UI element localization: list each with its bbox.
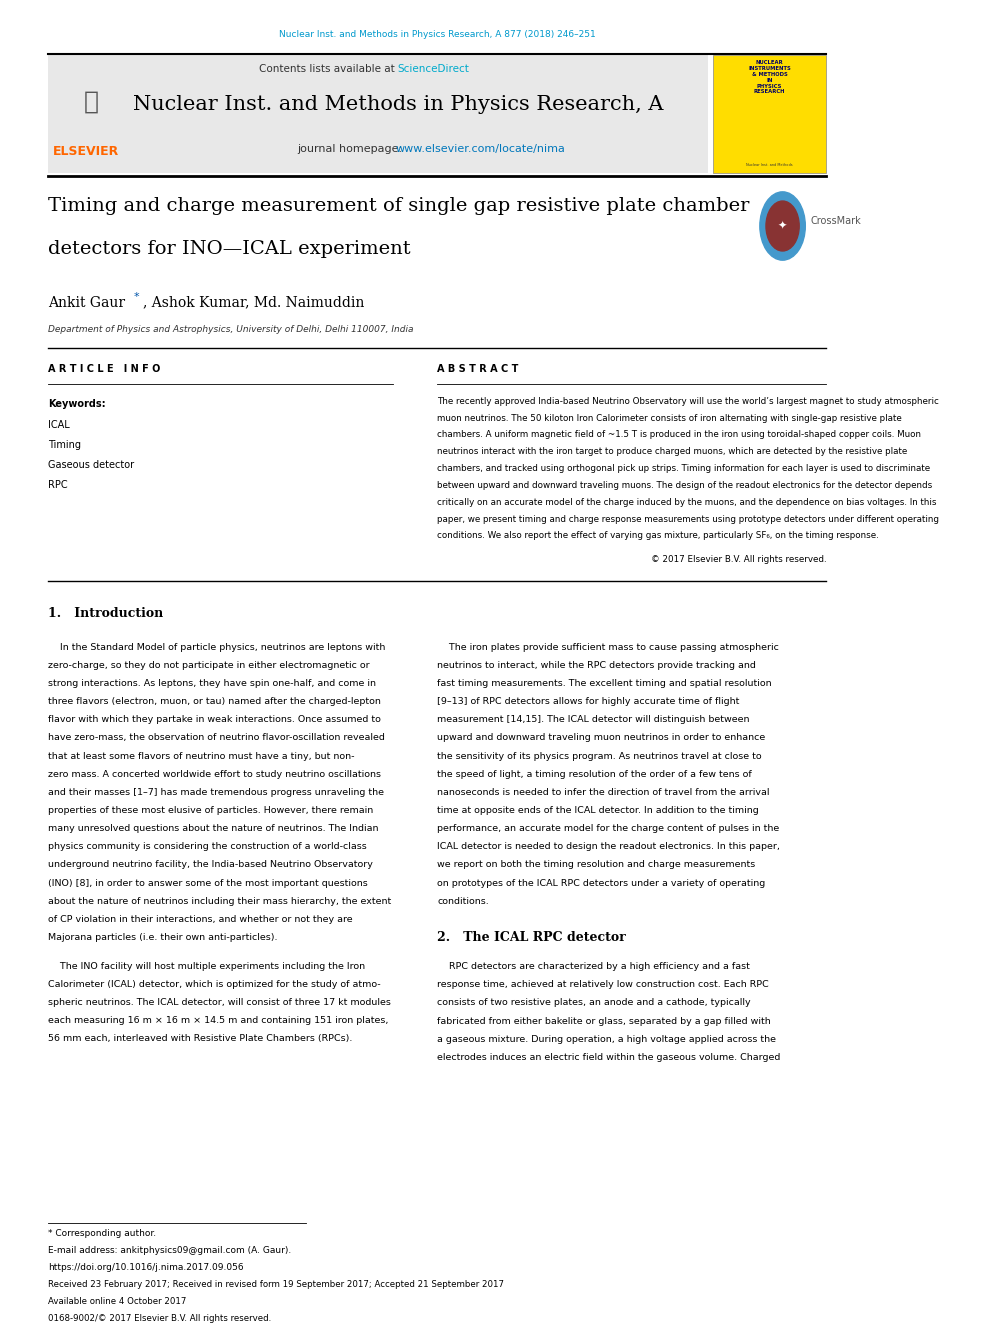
Text: fast timing measurements. The excellent timing and spatial resolution: fast timing measurements. The excellent …	[437, 679, 772, 688]
Text: RPC: RPC	[48, 480, 67, 490]
Text: measurement [14,15]. The ICAL detector will distinguish between: measurement [14,15]. The ICAL detector w…	[437, 716, 750, 724]
Text: Nuclear Inst. and Methods in Physics Research, A: Nuclear Inst. and Methods in Physics Res…	[133, 95, 663, 114]
Text: Contents lists available at: Contents lists available at	[259, 65, 398, 74]
Text: zero-charge, so they do not participate in either electromagnetic or: zero-charge, so they do not participate …	[48, 662, 370, 669]
Text: the speed of light, a timing resolution of the order of a few tens of: the speed of light, a timing resolution …	[437, 770, 752, 779]
Text: properties of these most elusive of particles. However, there remain: properties of these most elusive of part…	[48, 806, 373, 815]
Text: *: *	[134, 291, 140, 302]
Text: journal homepage:: journal homepage:	[298, 144, 406, 153]
Text: time at opposite ends of the ICAL detector. In addition to the timing: time at opposite ends of the ICAL detect…	[437, 806, 759, 815]
Text: upward and downward traveling muon neutrinos in order to enhance: upward and downward traveling muon neutr…	[437, 733, 766, 742]
Text: www.elsevier.com/locate/nima: www.elsevier.com/locate/nima	[395, 144, 565, 153]
Text: ELSEVIER: ELSEVIER	[53, 144, 119, 157]
Text: Calorimeter (ICAL) detector, which is optimized for the study of atmo-: Calorimeter (ICAL) detector, which is op…	[48, 980, 381, 988]
FancyBboxPatch shape	[48, 56, 708, 173]
Text: about the nature of neutrinos including their mass hierarchy, the extent: about the nature of neutrinos including …	[48, 897, 391, 906]
Text: RPC detectors are characterized by a high efficiency and a fast: RPC detectors are characterized by a hig…	[437, 962, 750, 971]
Text: performance, an accurate model for the charge content of pulses in the: performance, an accurate model for the c…	[437, 824, 780, 833]
Text: In the Standard Model of particle physics, neutrinos are leptons with: In the Standard Model of particle physic…	[48, 643, 386, 652]
Text: The iron plates provide sufficient mass to cause passing atmospheric: The iron plates provide sufficient mass …	[437, 643, 779, 652]
Text: many unresolved questions about the nature of neutrinos. The Indian: many unresolved questions about the natu…	[48, 824, 379, 833]
Text: 56 mm each, interleaved with Resistive Plate Chambers (RPCs).: 56 mm each, interleaved with Resistive P…	[48, 1035, 352, 1043]
Text: CrossMark: CrossMark	[810, 216, 861, 226]
Text: , Ashok Kumar, Md. Naimuddin: , Ashok Kumar, Md. Naimuddin	[143, 295, 364, 310]
Text: of CP violation in their interactions, and whether or not they are: of CP violation in their interactions, a…	[48, 914, 353, 923]
Circle shape	[766, 201, 800, 251]
Text: NUCLEAR
INSTRUMENTS
& METHODS
IN
PHYSICS
RESEARCH: NUCLEAR INSTRUMENTS & METHODS IN PHYSICS…	[748, 61, 791, 94]
Text: conditions. We also report the effect of varying gas mixture, particularly SF₆, : conditions. We also report the effect of…	[437, 532, 879, 540]
Text: Keywords:: Keywords:	[48, 400, 106, 409]
Text: detectors for INO—ICAL experiment: detectors for INO—ICAL experiment	[48, 241, 411, 258]
Text: Nuclear Inst. and Methods in Physics Research, A 877 (2018) 246–251: Nuclear Inst. and Methods in Physics Res…	[279, 30, 595, 40]
Text: we report on both the timing resolution and charge measurements: we report on both the timing resolution …	[437, 860, 756, 869]
Text: the sensitivity of its physics program. As neutrinos travel at close to: the sensitivity of its physics program. …	[437, 751, 762, 761]
Text: response time, achieved at relatively low construction cost. Each RPC: response time, achieved at relatively lo…	[437, 980, 769, 990]
Text: The recently approved India-based Neutrino Observatory will use the world’s larg: The recently approved India-based Neutri…	[437, 397, 939, 406]
Text: [9–13] of RPC detectors allows for highly accurate time of flight: [9–13] of RPC detectors allows for highl…	[437, 697, 740, 706]
Text: three flavors (electron, muon, or tau) named after the charged-lepton: three flavors (electron, muon, or tau) n…	[48, 697, 381, 706]
Text: chambers. A uniform magnetic field of ~1.5 T is produced in the iron using toroi: chambers. A uniform magnetic field of ~1…	[437, 430, 922, 439]
Text: The INO facility will host multiple experiments including the Iron: The INO facility will host multiple expe…	[48, 962, 365, 971]
Text: 2.   The ICAL RPC detector: 2. The ICAL RPC detector	[437, 930, 626, 943]
Text: Department of Physics and Astrophysics, University of Delhi, Delhi 110007, India: Department of Physics and Astrophysics, …	[48, 324, 414, 333]
Text: 🌳: 🌳	[83, 89, 98, 114]
Text: zero mass. A concerted worldwide effort to study neutrino oscillations: zero mass. A concerted worldwide effort …	[48, 770, 381, 779]
Text: underground neutrino facility, the India-based Neutrino Observatory: underground neutrino facility, the India…	[48, 860, 373, 869]
Text: * Corresponding author.: * Corresponding author.	[48, 1229, 156, 1237]
Text: a gaseous mixture. During operation, a high voltage applied across the: a gaseous mixture. During operation, a h…	[437, 1035, 776, 1044]
Text: E-mail address: ankitphysics09@gmail.com (A. Gaur).: E-mail address: ankitphysics09@gmail.com…	[48, 1246, 292, 1254]
Text: https://doi.org/10.1016/j.nima.2017.09.056: https://doi.org/10.1016/j.nima.2017.09.0…	[48, 1262, 244, 1271]
Text: A R T I C L E   I N F O: A R T I C L E I N F O	[48, 364, 161, 374]
Text: flavor with which they partake in weak interactions. Once assumed to: flavor with which they partake in weak i…	[48, 716, 381, 724]
Text: physics community is considering the construction of a world-class: physics community is considering the con…	[48, 843, 367, 851]
Text: 1.   Introduction: 1. Introduction	[48, 607, 164, 620]
FancyBboxPatch shape	[48, 75, 134, 160]
Text: each measuring 16 m × 16 m × 14.5 m and containing 151 iron plates,: each measuring 16 m × 16 m × 14.5 m and …	[48, 1016, 389, 1025]
Text: A B S T R A C T: A B S T R A C T	[437, 364, 519, 374]
Text: © 2017 Elsevier B.V. All rights reserved.: © 2017 Elsevier B.V. All rights reserved…	[651, 554, 826, 564]
Circle shape	[760, 192, 806, 261]
Text: muon neutrinos. The 50 kiloton Iron Calorimeter consists of iron alternating wit: muon neutrinos. The 50 kiloton Iron Calo…	[437, 414, 902, 422]
Text: chambers, and tracked using orthogonal pick up strips. Timing information for ea: chambers, and tracked using orthogonal p…	[437, 464, 930, 474]
Text: spheric neutrinos. The ICAL detector, will consist of three 17 kt modules: spheric neutrinos. The ICAL detector, wi…	[48, 998, 391, 1007]
Text: on prototypes of the ICAL RPC detectors under a variety of operating: on prototypes of the ICAL RPC detectors …	[437, 878, 766, 888]
Text: and their masses [1–7] has made tremendous progress unraveling the: and their masses [1–7] has made tremendo…	[48, 789, 384, 796]
Text: between upward and downward traveling muons. The design of the readout electroni: between upward and downward traveling mu…	[437, 482, 932, 490]
Text: Gaseous detector: Gaseous detector	[48, 460, 134, 470]
Text: Nuclear Inst. and Methods: Nuclear Inst. and Methods	[746, 163, 793, 167]
Text: conditions.: conditions.	[437, 897, 489, 906]
Text: Available online 4 October 2017: Available online 4 October 2017	[48, 1297, 186, 1306]
Text: Timing and charge measurement of single gap resistive plate chamber: Timing and charge measurement of single …	[48, 197, 750, 216]
Text: that at least some flavors of neutrino must have a tiny, but non-: that at least some flavors of neutrino m…	[48, 751, 354, 761]
Text: nanoseconds is needed to infer the direction of travel from the arrival: nanoseconds is needed to infer the direc…	[437, 789, 770, 796]
Text: 0168-9002/© 2017 Elsevier B.V. All rights reserved.: 0168-9002/© 2017 Elsevier B.V. All right…	[48, 1314, 272, 1323]
Text: Ankit Gaur: Ankit Gaur	[48, 295, 125, 310]
Text: ICAL: ICAL	[48, 421, 69, 430]
Text: strong interactions. As leptons, they have spin one-half, and come in: strong interactions. As leptons, they ha…	[48, 679, 376, 688]
FancyBboxPatch shape	[712, 56, 826, 173]
Text: Majorana particles (i.e. their own anti-particles).: Majorana particles (i.e. their own anti-…	[48, 933, 278, 942]
Text: critically on an accurate model of the charge induced by the muons, and the depe: critically on an accurate model of the c…	[437, 497, 936, 507]
Text: Received 23 February 2017; Received in revised form 19 September 2017; Accepted : Received 23 February 2017; Received in r…	[48, 1279, 504, 1289]
Text: neutrinos interact with the iron target to produce charged muons, which are dete: neutrinos interact with the iron target …	[437, 447, 908, 456]
Text: electrodes induces an electric field within the gaseous volume. Charged: electrodes induces an electric field wit…	[437, 1053, 781, 1062]
Text: Timing: Timing	[48, 441, 81, 450]
Text: ✦: ✦	[778, 221, 788, 232]
Text: paper, we present timing and charge response measurements using prototype detect: paper, we present timing and charge resp…	[437, 515, 939, 524]
Text: ICAL detector is needed to design the readout electronics. In this paper,: ICAL detector is needed to design the re…	[437, 843, 780, 851]
Text: neutrinos to interact, while the RPC detectors provide tracking and: neutrinos to interact, while the RPC det…	[437, 662, 756, 669]
Text: fabricated from either bakelite or glass, separated by a gap filled with: fabricated from either bakelite or glass…	[437, 1016, 771, 1025]
Text: consists of two resistive plates, an anode and a cathode, typically: consists of two resistive plates, an ano…	[437, 999, 751, 1007]
Text: have zero-mass, the observation of neutrino flavor-oscillation revealed: have zero-mass, the observation of neutr…	[48, 733, 385, 742]
Text: (INO) [8], in order to answer some of the most important questions: (INO) [8], in order to answer some of th…	[48, 878, 368, 888]
Text: ScienceDirect: ScienceDirect	[398, 65, 470, 74]
